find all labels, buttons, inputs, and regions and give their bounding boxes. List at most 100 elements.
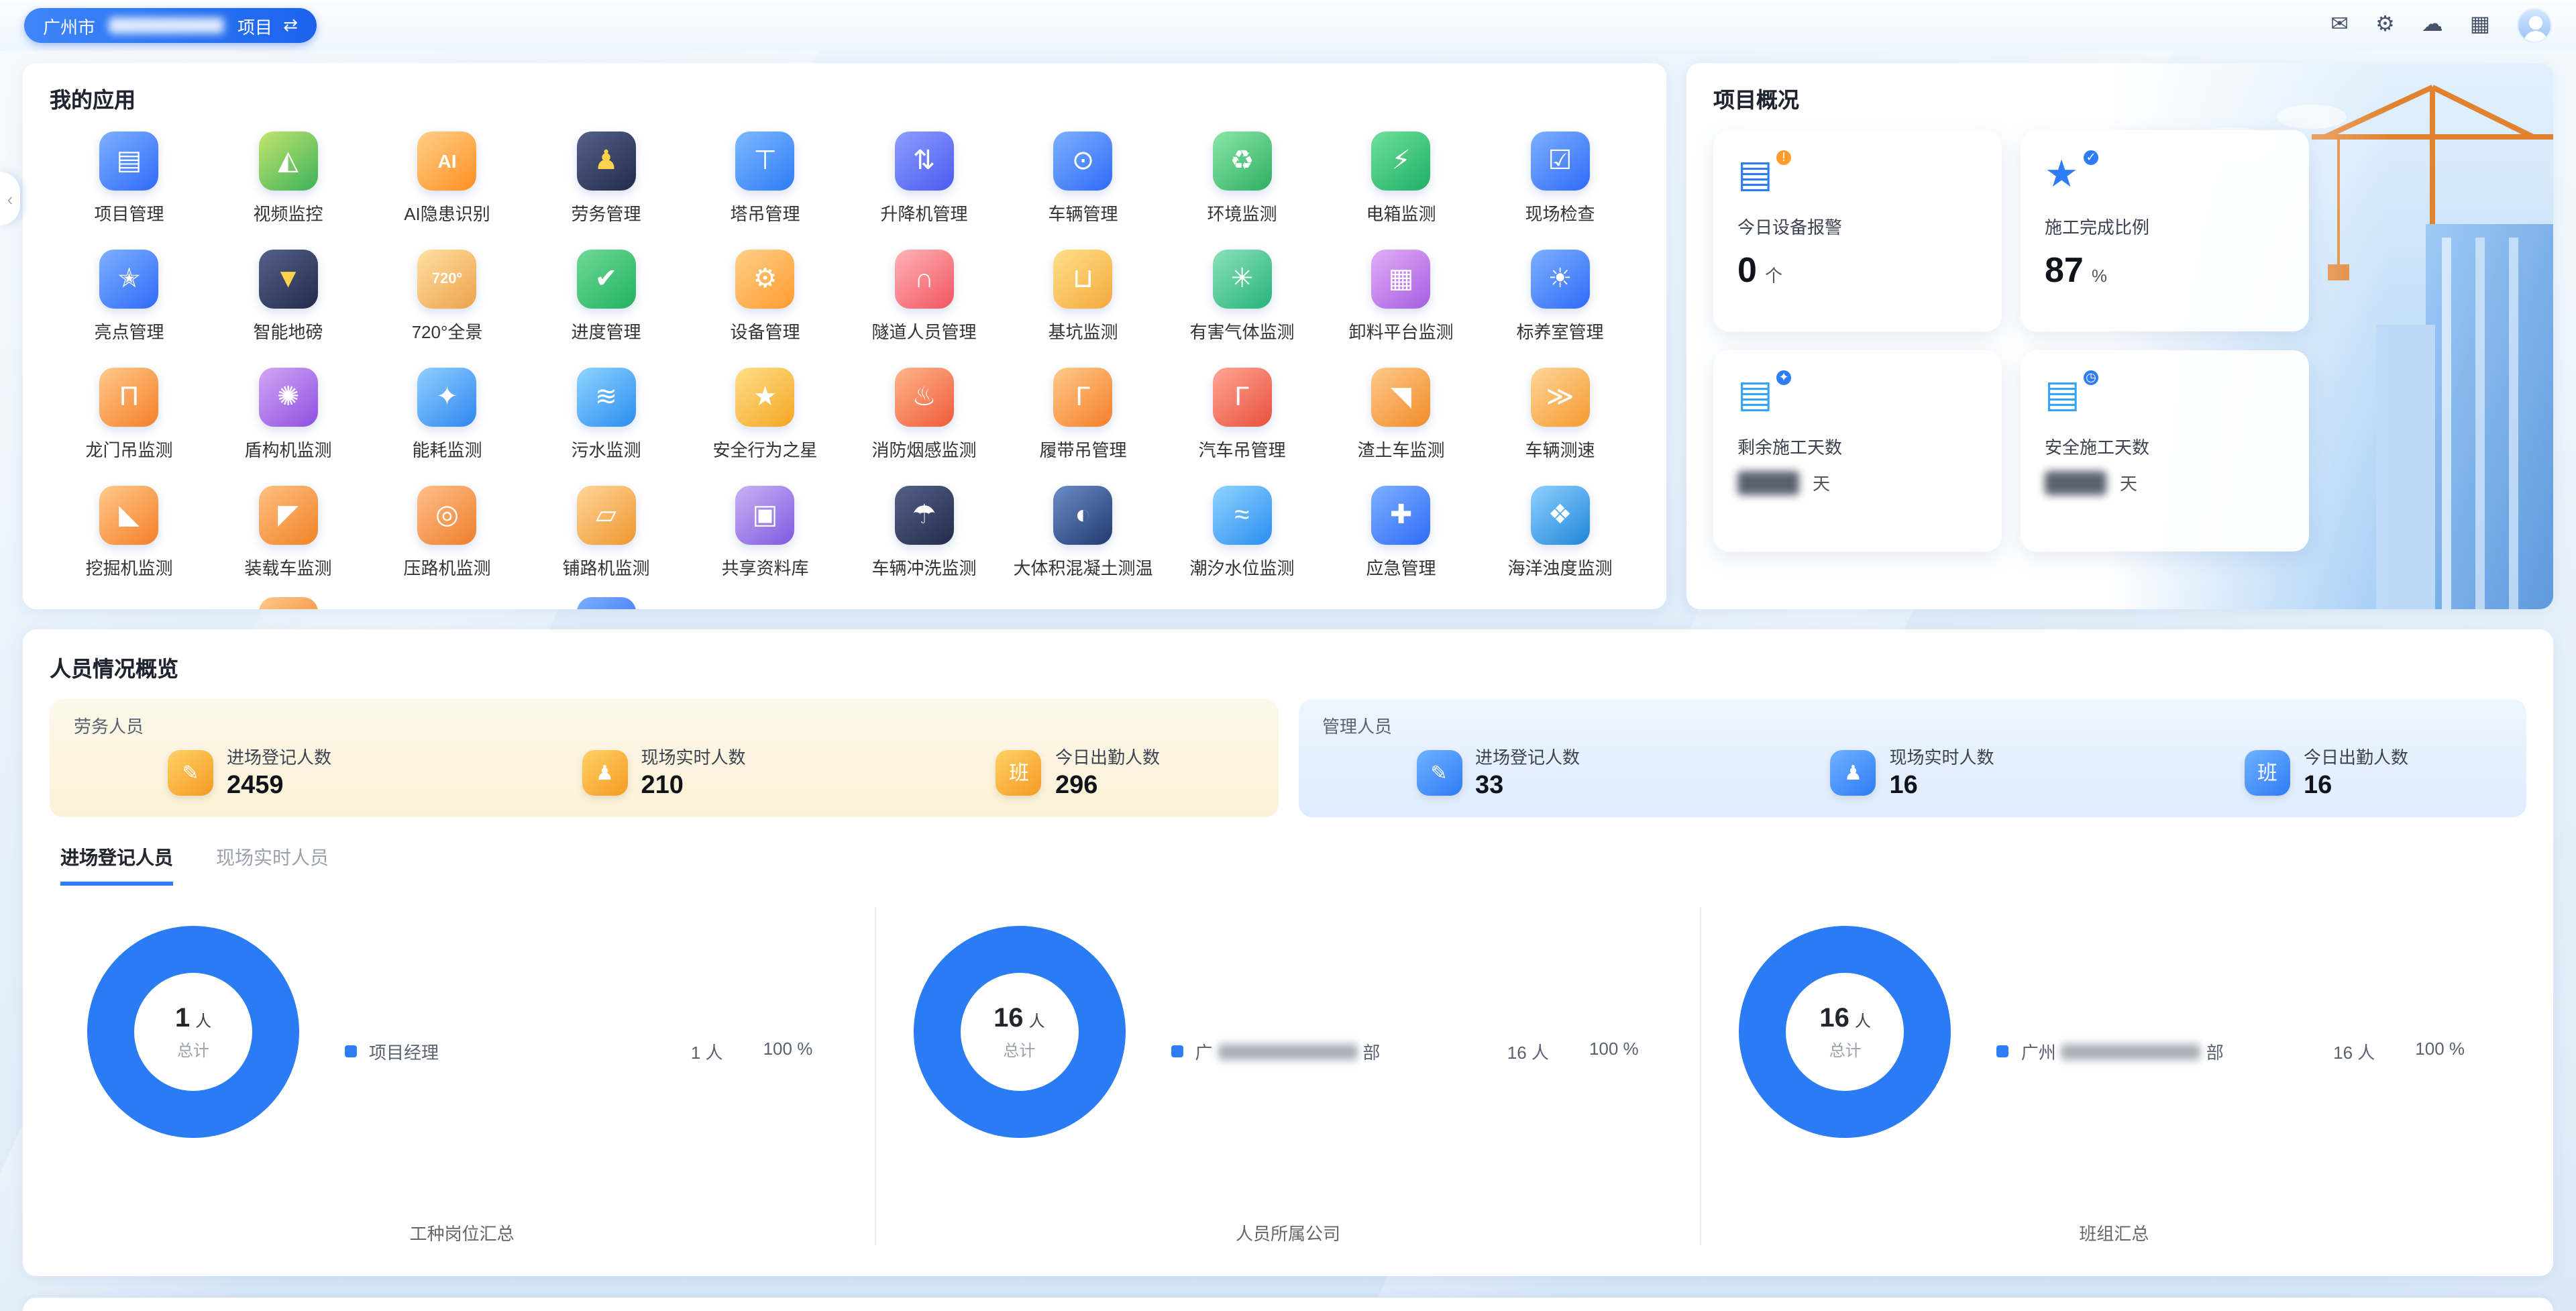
app-item[interactable]: ♨ 消防烟感监测 (845, 356, 1004, 474)
app-item[interactable]: ≫ 车辆测速 (1481, 356, 1640, 474)
personnel-tab[interactable]: 现场实时人员 (216, 847, 329, 868)
app-item[interactable]: ◭ 视频监控 (209, 119, 368, 238)
app-label: 装载车监测 (244, 558, 332, 578)
overview-stats: ▤ ! 今日设备报警 0 个 ★ ✓ (1713, 130, 2526, 552)
app-item[interactable]: ⊔ 基坑监测 (1004, 238, 1163, 356)
app-item[interactable]: ☀ 标养室管理 (1481, 238, 1640, 356)
stat-value: 天 (2045, 470, 2285, 495)
main-content: 我的应用 ▤ 项目管理 ◭ 视频监控 (0, 51, 2576, 1276)
app-label: 智能地磅 (253, 322, 323, 342)
app-item-partial[interactable] (259, 597, 318, 609)
apps-grid-icon[interactable]: ▦ (2469, 13, 2490, 36)
stat-label: 进场登记人数 (227, 747, 332, 768)
stat-label: 今日出勤人数 (1055, 747, 1160, 768)
app-item-partial[interactable] (577, 597, 636, 609)
labor-management-icon: ♟ (594, 146, 619, 176)
app-item[interactable]: ◎ 压路机监测 (368, 474, 527, 592)
app-item[interactable]: ◥ 渣土车监测 (1322, 356, 1481, 474)
curing-room-icon: ☀ (1548, 264, 1572, 294)
app-item[interactable]: ☑ 现场检查 (1481, 119, 1640, 238)
stat-label: 今日设备报警 (1737, 217, 1843, 238)
stat-label: 今日出勤人数 (2303, 747, 2408, 768)
my-apps-title: 我的应用 (50, 90, 136, 113)
app-item[interactable]: 720° 720°全景 (368, 238, 527, 356)
app-label: 环境监测 (1207, 204, 1277, 224)
panorama-icon: 720° (431, 270, 463, 286)
app-label: 汽车吊管理 (1198, 440, 1286, 460)
app-item[interactable]: ▱ 铺路机监测 (527, 474, 686, 592)
app-item[interactable]: ▼ 智能地磅 (209, 238, 368, 356)
overview-stat-tile[interactable]: ★ ✓ 施工完成比例 87 % (2021, 130, 2309, 331)
overview-stat-tile[interactable]: ▤ ◷ 安全施工天数 天 (2021, 350, 2309, 552)
app-item[interactable]: ✭ 亮点管理 (50, 238, 209, 356)
overview-stat-tile[interactable]: ▤ ✦ 剩余施工天数 天 (1713, 350, 2002, 552)
stat-label: 现场实时人数 (1889, 747, 1994, 768)
app-item[interactable]: ◤ 装载车监测 (209, 474, 368, 592)
stat-value-redacted (1737, 470, 1799, 494)
app-item[interactable]: ✺ 盾构机监测 (209, 356, 368, 474)
app-item[interactable]: ⊙ 车辆管理 (1004, 119, 1163, 238)
user-avatar[interactable] (2517, 8, 2552, 43)
message-icon[interactable]: ✉ (2330, 13, 2349, 36)
app-item[interactable]: ⚙ 设备管理 (686, 238, 845, 356)
app-label: 污水监测 (571, 440, 641, 460)
today-attendance-icon: 班 (996, 749, 1042, 795)
legend-swatch (345, 1045, 357, 1057)
shared-library-icon: ▣ (752, 501, 778, 530)
personnel-summary-bands: 劳务人员 ✎ 进场登记人数 2459 ♟ 现场实时人数 (50, 699, 2526, 817)
site-inspection-icon: ☑ (1548, 146, 1572, 176)
app-label: 能耗监测 (412, 440, 482, 460)
app-item[interactable]: ❖ 海洋浊度监测 (1481, 474, 1640, 592)
app-item[interactable]: Γ 汽车吊管理 (1163, 356, 1322, 474)
app-item[interactable]: ✦ 能耗监测 (368, 356, 527, 474)
cloud-sync-icon[interactable]: ☁ (2421, 13, 2443, 36)
app-item[interactable]: Π 龙门吊监测 (50, 356, 209, 474)
app-item[interactable]: ◐ 大体积混凝土测温 (1004, 474, 1163, 592)
app-label: 挖掘机监测 (85, 558, 173, 578)
vehicle-wash-icon: ☂ (912, 501, 936, 530)
app-item[interactable]: ✚ 应急管理 (1322, 474, 1481, 592)
app-item[interactable]: ⇅ 升降机管理 (845, 119, 1004, 238)
app-item[interactable]: ✳ 有害气体监测 (1163, 238, 1322, 356)
project-name-redacted (109, 17, 225, 34)
onsite-realtime-icon: ♟ (582, 749, 628, 795)
app-item[interactable]: ▦ 卸料平台监测 (1322, 238, 1481, 356)
gantry-crane-icon: Π (119, 382, 139, 412)
completion-ratio-icon: ★ ✓ (2045, 148, 2101, 197)
app-item[interactable]: ♟ 劳务管理 (527, 119, 686, 238)
app-item[interactable]: ∩ 隧道人员管理 (845, 238, 1004, 356)
app-item[interactable]: ⊤ 塔吊管理 (686, 119, 845, 238)
legend-swatch (1996, 1045, 2009, 1057)
stat-label: 现场实时人数 (641, 747, 746, 768)
project-switcher[interactable]: 广州市 项目 ⇄ (24, 8, 317, 43)
tide-level-icon: ≈ (1234, 501, 1250, 530)
app-item[interactable]: Γ 履带吊管理 (1004, 356, 1163, 474)
stat-label: 安全施工天数 (2045, 437, 2150, 458)
app-item[interactable]: ⚡ 电箱监测 (1322, 119, 1481, 238)
personnel-tabs: 进场登记人员 现场实时人员 (50, 844, 2526, 886)
app-item[interactable]: ★ 安全行为之星 (686, 356, 845, 474)
environment-monitor-icon: ♻ (1230, 146, 1254, 176)
stat-label: 剩余施工天数 (1737, 437, 1843, 458)
stat-label: 进场登记人数 (1475, 747, 1580, 768)
donut-center: 16 人 总计 (1786, 973, 1904, 1091)
app-item[interactable]: ≈ 潮汐水位监测 (1163, 474, 1322, 592)
app-label: 标养室管理 (1516, 322, 1604, 342)
stat-value: 0 个 (1737, 250, 1782, 290)
settings-icon[interactable]: ⚙ (2375, 13, 2395, 36)
app-item[interactable]: ≋ 污水监测 (527, 356, 686, 474)
app-item[interactable]: ♻ 环境监测 (1163, 119, 1322, 238)
overview-stat-tile[interactable]: ▤ ! 今日设备报警 0 个 (1713, 130, 2002, 331)
app-item[interactable]: ☂ 车辆冲洗监测 (845, 474, 1004, 592)
stat-value: 210 (641, 772, 684, 800)
app-item[interactable]: ◣ 挖掘机监测 (50, 474, 209, 592)
app-item[interactable]: ▣ 共享资料库 (686, 474, 845, 592)
app-item[interactable]: ▤ 项目管理 (50, 119, 209, 238)
personnel-tab[interactable]: 进场登记人员 (60, 844, 173, 886)
legend-label: 项目经理 (345, 1039, 439, 1064)
emergency-management-icon: ✚ (1389, 501, 1413, 530)
app-label: 盾构机监测 (244, 440, 332, 460)
app-item[interactable]: AI AI隐患识别 (368, 119, 527, 238)
app-item[interactable]: ✔ 进度管理 (527, 238, 686, 356)
safe-days-icon: ▤ ◷ (2045, 368, 2101, 417)
